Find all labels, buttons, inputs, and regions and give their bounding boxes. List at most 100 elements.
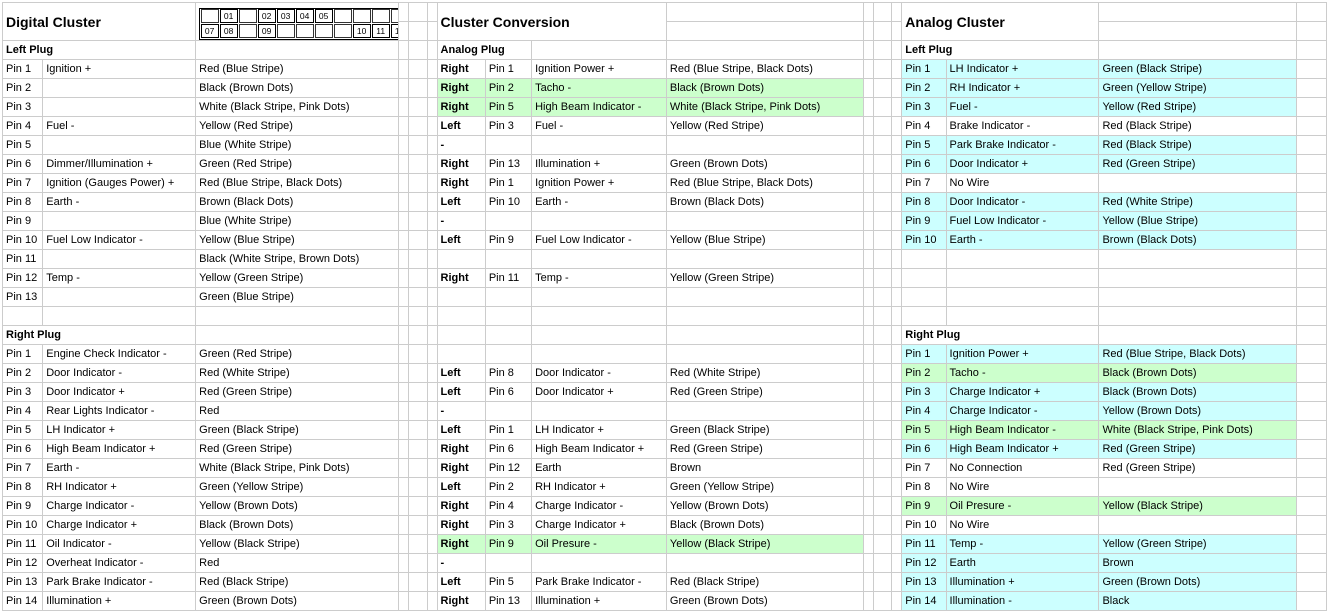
pin: Pin 11 — [3, 535, 43, 554]
pin — [902, 288, 946, 307]
label: Illumination + — [532, 592, 667, 611]
pin: Pin 7 — [902, 459, 946, 478]
pin: Pin 10 — [485, 193, 531, 212]
label: Charge Indicator - — [43, 497, 196, 516]
wire: White (Black Stripe, Pink Dots) — [196, 98, 399, 117]
pin: Pin 4 — [485, 497, 531, 516]
side: Right — [437, 155, 485, 174]
wire: Yellow (Green Stripe) — [196, 269, 399, 288]
label: Charge Indicator + — [43, 516, 196, 535]
label: LH Indicator + — [532, 421, 667, 440]
wire — [1099, 174, 1296, 193]
wire — [666, 212, 863, 231]
label: High Beam Indicator + — [532, 440, 667, 459]
label: RH Indicator + — [43, 478, 196, 497]
pin: Pin 5 — [485, 573, 531, 592]
pin: Pin 12 — [3, 554, 43, 573]
pin: Pin 7 — [902, 174, 946, 193]
label: Illumination - — [946, 592, 1099, 611]
wire: Red (Blue Stripe, Black Dots) — [666, 174, 863, 193]
digital-title: Digital Cluster — [3, 3, 196, 41]
wire: Red (Black Stripe) — [1099, 117, 1296, 136]
pin: Pin 8 — [485, 364, 531, 383]
pin: Pin 9 — [902, 497, 946, 516]
wire — [666, 345, 863, 364]
pin: Pin 11 — [485, 269, 531, 288]
wire — [666, 554, 863, 573]
pin: Pin 8 — [3, 478, 43, 497]
wire — [666, 288, 863, 307]
label: Earth - — [43, 193, 196, 212]
label: Ignition Power + — [946, 345, 1099, 364]
pin: Pin 6 — [3, 155, 43, 174]
wire — [1099, 250, 1296, 269]
analog-right-heading: Right Plug — [902, 326, 1099, 345]
pin: Pin 6 — [485, 440, 531, 459]
pin: Pin 4 — [902, 117, 946, 136]
wire: Yellow (Red Stripe) — [196, 117, 399, 136]
side: Right — [437, 79, 485, 98]
wire: Yellow (Brown Dots) — [666, 497, 863, 516]
wire: Black (White Stripe, Brown Dots) — [196, 250, 399, 269]
wire: Red (Blue Stripe, Black Dots) — [666, 60, 863, 79]
wire: Red (White Stripe) — [1099, 193, 1296, 212]
label: Illumination + — [43, 592, 196, 611]
pin: Pin 6 — [3, 440, 43, 459]
side — [437, 250, 485, 269]
label: Oil Indicator - — [43, 535, 196, 554]
wire: Green (Brown Dots) — [1099, 573, 1296, 592]
label: Brake Indicator - — [946, 117, 1099, 136]
wire: Yellow (Black Stripe) — [196, 535, 399, 554]
side: Right — [437, 516, 485, 535]
wire: Red (Blue Stripe) — [196, 60, 399, 79]
pin — [485, 554, 531, 573]
label: No Wire — [946, 478, 1099, 497]
wire: Green (Black Stripe) — [666, 421, 863, 440]
label: Park Brake Indicator - — [43, 573, 196, 592]
label: Door Indicator + — [43, 383, 196, 402]
pin: Pin 11 — [902, 535, 946, 554]
label: Earth — [532, 459, 667, 478]
pin: Pin 10 — [3, 516, 43, 535]
label — [43, 136, 196, 155]
side: Right — [437, 440, 485, 459]
wire: Black (Brown Dots) — [1099, 383, 1296, 402]
wire: Green (Brown Dots) — [666, 155, 863, 174]
pin: Pin 3 — [3, 383, 43, 402]
label: Oil Presure - — [946, 497, 1099, 516]
label — [532, 136, 667, 155]
side: - — [437, 136, 485, 155]
pin: Pin 13 — [902, 573, 946, 592]
pin: Pin 9 — [485, 535, 531, 554]
label: Fuel Low Indicator - — [946, 212, 1099, 231]
pin: Pin 13 — [485, 592, 531, 611]
side — [437, 345, 485, 364]
label: Temp - — [946, 535, 1099, 554]
wire: Black — [1099, 592, 1296, 611]
pin: Pin 9 — [3, 497, 43, 516]
label: Illumination + — [946, 573, 1099, 592]
pin: Pin 4 — [3, 402, 43, 421]
pin: Pin 10 — [3, 231, 43, 250]
label: RH Indicator + — [532, 478, 667, 497]
pin: Pin 5 — [3, 136, 43, 155]
pin: Pin 1 — [3, 60, 43, 79]
pin: Pin 11 — [3, 250, 43, 269]
pin: Pin 6 — [902, 440, 946, 459]
label: RH Indicator + — [946, 79, 1099, 98]
label — [946, 269, 1099, 288]
side: Right — [437, 269, 485, 288]
wire: Green (Brown Dots) — [196, 592, 399, 611]
pin — [485, 345, 531, 364]
digital-left-heading: Left Plug — [3, 41, 196, 60]
label: Temp - — [532, 269, 667, 288]
wire: Green (Yellow Stripe) — [1099, 79, 1296, 98]
label: Fuel - — [946, 98, 1099, 117]
label: Temp - — [43, 269, 196, 288]
side: Left — [437, 573, 485, 592]
wire: Green (Blue Stripe) — [196, 288, 399, 307]
wire: Brown (Black Dots) — [666, 193, 863, 212]
label: Charge Indicator - — [946, 402, 1099, 421]
wire: Black (Brown Dots) — [666, 516, 863, 535]
wire: Green (Black Stripe) — [1099, 60, 1296, 79]
